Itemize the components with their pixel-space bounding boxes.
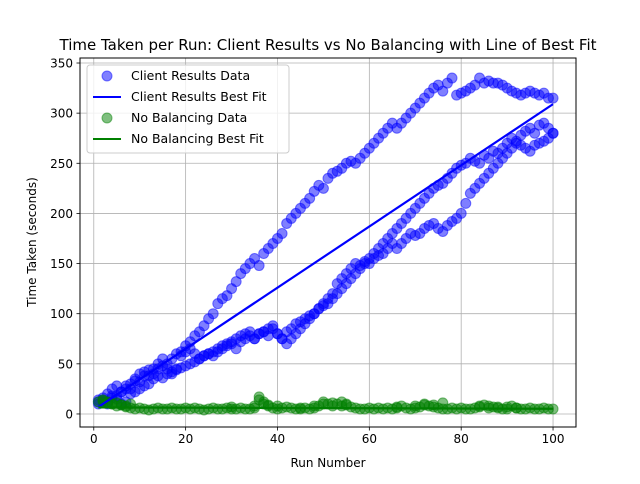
no-balancing-data-point [391,401,403,413]
client-results-data-point [317,182,329,194]
client-results-data-point [437,85,449,97]
x-tick-label: 60 [362,432,377,446]
tick-layer: 0 20 40 60 80 100 0 50 100 150 200 250 300 350 [50,57,564,446]
client-results-best-fit-line [97,103,554,408]
y-tick-label: 0 [65,407,73,421]
x-axis-label: Run Number [290,456,365,470]
series-layer [92,72,559,416]
x-tick-label: 20 [178,432,193,446]
client-results-data-point [446,72,458,84]
client-results-data-point [327,288,339,300]
no-balancing-data-point [501,401,513,413]
client-results-data-point [547,127,559,139]
plot-frame [79,57,577,428]
client-results-data-point [207,308,219,320]
client-results-data-point [547,92,559,104]
client-results-data-point [455,207,467,219]
client-results-data-point [460,197,472,209]
x-tick-label: 100 [542,432,565,446]
y-tick-label: 200 [50,207,73,221]
legend: Client Results Data Client Results Best … [86,64,290,154]
legend-label-client-fit: Client Results Best Fit [131,89,267,104]
no-balancing-best-fit-line [98,406,554,410]
legend-label-nobal-data: No Balancing Data [131,110,247,125]
x-tick-label: 80 [454,432,469,446]
client-results-data-points [92,72,559,410]
chart-title: Time Taken per Run: Client Results vs No… [59,36,597,54]
y-tick-label: 350 [50,57,73,71]
client-results-data-point [253,260,265,272]
legend-marker-client-data [101,70,113,82]
y-tick-label: 100 [50,307,73,321]
no-balancing-data-point [327,397,339,409]
y-tick-label: 50 [58,357,73,371]
y-axis-label: Time Taken (seconds) [25,177,39,308]
legend-label-nobal-fit: No Balancing Best Fit [131,131,264,146]
legend-label-client-data: Client Results Data [131,68,250,83]
y-tick-label: 250 [50,157,73,171]
legend-box [86,64,290,154]
no-balancing-data-point [492,401,504,413]
no-balancing-data-point [271,400,283,412]
legend-marker-nobal-data [101,112,113,124]
y-tick-label: 150 [50,257,73,271]
x-tick-label: 40 [270,432,285,446]
no-balancing-data-point [308,400,320,412]
x-tick-label: 0 [90,432,98,446]
y-tick-label: 300 [50,107,73,121]
client-results-data-point [276,227,288,239]
no-balancing-data-point [437,397,449,409]
